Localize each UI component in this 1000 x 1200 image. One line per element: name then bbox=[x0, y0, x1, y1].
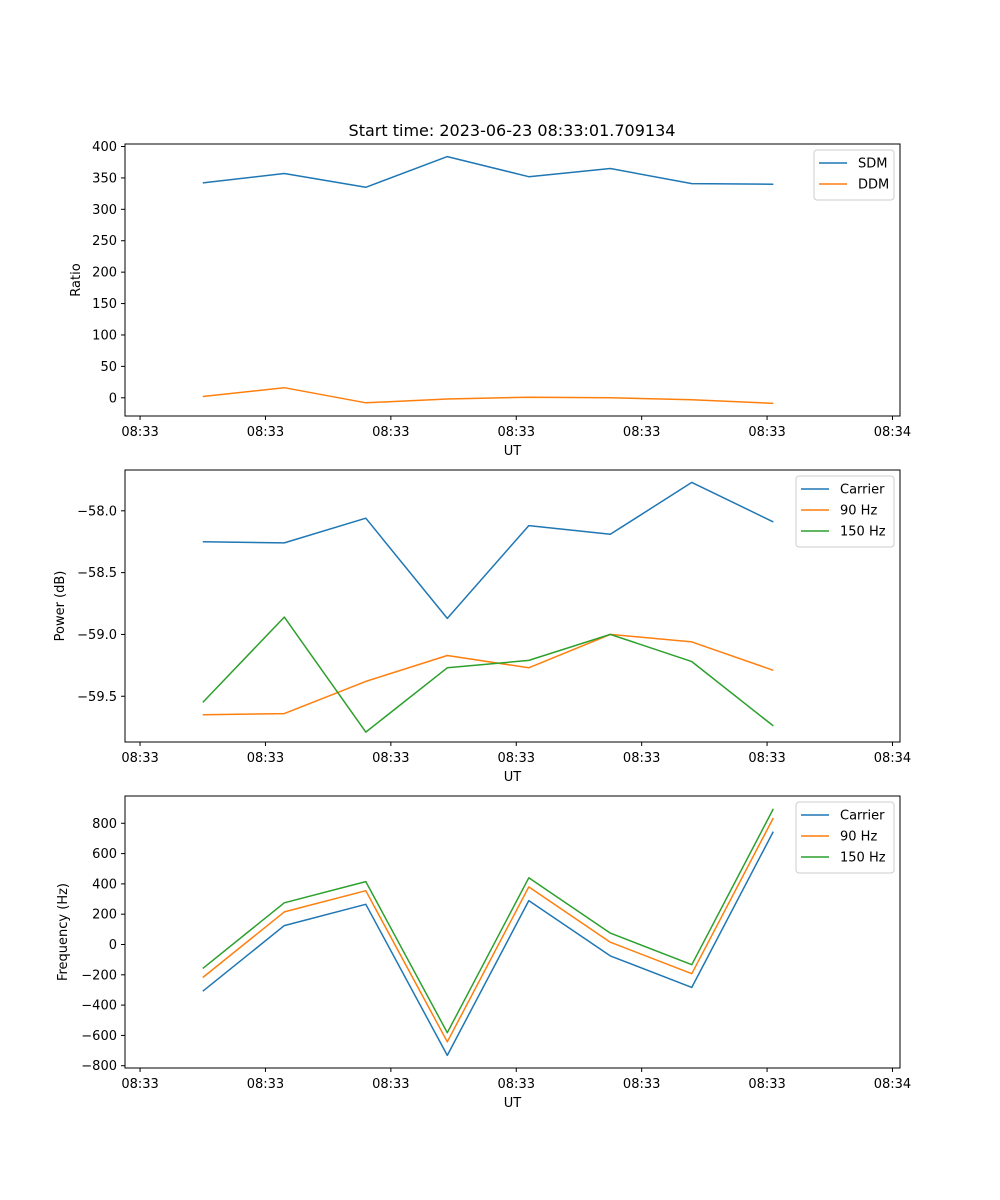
subplot-3: 08:33 08:33 08:33 08:33 08:33 08:33 08:34 UT −80… bbox=[56, 795, 911, 1111]
legend-box bbox=[795, 801, 895, 874]
y-tick-label: −400 bbox=[81, 999, 117, 1014]
subplot-2: 08:33 08:33 08:33 08:33 08:33 08:33 08:34 UT −58… bbox=[53, 469, 911, 785]
y-tick-label: 350 bbox=[92, 171, 117, 186]
series-line-90-hz bbox=[202, 633, 774, 716]
y-tick-label: −200 bbox=[81, 968, 117, 983]
y-axis: −800 −600 −400 −200 0 200 400 600 800 bbox=[81, 817, 125, 1074]
x-tick-label: 08:33 bbox=[372, 425, 409, 440]
x-tick-label: 08:33 bbox=[247, 751, 284, 766]
x-axis-label: UT bbox=[504, 770, 522, 785]
y-tick-label: 400 bbox=[92, 140, 117, 155]
legend-entry: DDM bbox=[858, 178, 889, 193]
subplots: 08:33 08:33 08:33 08:33 08:33 08:33 08:34 UT 0 50… bbox=[53, 140, 911, 1111]
x-tick-label: 08:33 bbox=[498, 425, 535, 440]
y-tick-label: 250 bbox=[92, 234, 117, 249]
legend-entry: Carrier bbox=[840, 483, 885, 498]
series-line-sdm bbox=[202, 155, 774, 189]
series-line-90-hz bbox=[202, 817, 774, 1043]
x-tick-label: 08:33 bbox=[121, 1077, 158, 1092]
y-tick-label: −58.5 bbox=[77, 566, 117, 581]
series-line-150-hz bbox=[202, 616, 774, 733]
legend-entry: SDM bbox=[858, 157, 887, 172]
legend-entry: Carrier bbox=[840, 809, 885, 824]
legend-box bbox=[795, 475, 895, 548]
y-tick-label: 0 bbox=[109, 938, 117, 953]
x-tick-label: 08:33 bbox=[748, 425, 785, 440]
series-lines bbox=[202, 808, 774, 1057]
x-tick-label: 08:33 bbox=[247, 425, 284, 440]
legend: SDM DDM bbox=[813, 149, 895, 201]
x-tick-label: 08:33 bbox=[623, 751, 660, 766]
x-axis: 08:33 08:33 08:33 08:33 08:33 08:33 08:34 bbox=[121, 742, 911, 766]
x-tick-label: 08:33 bbox=[498, 1077, 535, 1092]
x-tick-label: 08:33 bbox=[498, 751, 535, 766]
legend-entry: 150 Hz bbox=[840, 851, 886, 866]
y-axis: −58.0 −58.5 −59.0 −59.5 bbox=[77, 504, 125, 705]
series-line-carrier bbox=[202, 831, 774, 1057]
y-tick-label: −59.0 bbox=[77, 628, 117, 643]
x-axis: 08:33 08:33 08:33 08:33 08:33 08:33 08:34 bbox=[121, 1068, 911, 1092]
x-tick-label: 08:33 bbox=[372, 751, 409, 766]
x-tick-label: 08:33 bbox=[247, 1077, 284, 1092]
series-line-carrier bbox=[202, 481, 774, 620]
y-tick-label: −800 bbox=[81, 1059, 117, 1074]
x-tick-label: 08:33 bbox=[121, 425, 158, 440]
axes-frame bbox=[124, 143, 901, 417]
y-tick-label: 300 bbox=[92, 203, 117, 218]
series-lines bbox=[202, 481, 774, 733]
y-tick-label: 150 bbox=[92, 297, 117, 312]
y-tick-label: −58.0 bbox=[77, 504, 117, 519]
x-axis-label: UT bbox=[504, 1096, 522, 1111]
y-tick-label: 600 bbox=[92, 847, 117, 862]
figure-title: Start time: 2023-06-23 08:33:01.709134 bbox=[349, 121, 676, 140]
y-tick-label: 50 bbox=[100, 360, 117, 375]
x-tick-label: 08:33 bbox=[623, 425, 660, 440]
y-tick-label: 0 bbox=[109, 391, 117, 406]
legend: Carrier 90 Hz 150 Hz bbox=[795, 801, 895, 874]
y-tick-label: −59.5 bbox=[77, 690, 117, 705]
y-tick-label: 200 bbox=[92, 908, 117, 923]
x-tick-label: 08:33 bbox=[748, 1077, 785, 1092]
y-tick-label: 400 bbox=[92, 877, 117, 892]
x-axis-label: UT bbox=[504, 444, 522, 459]
legend-entry: 90 Hz bbox=[840, 504, 877, 519]
legend-entry: 90 Hz bbox=[840, 830, 877, 845]
x-tick-label: 08:33 bbox=[372, 1077, 409, 1092]
axes-frame bbox=[124, 795, 901, 1069]
y-tick-label: 100 bbox=[92, 328, 117, 343]
y-tick-label: −600 bbox=[81, 1029, 117, 1044]
x-tick-label: 08:33 bbox=[121, 751, 158, 766]
x-axis: 08:33 08:33 08:33 08:33 08:33 08:33 08:34 bbox=[121, 416, 911, 440]
legend-entry: 150 Hz bbox=[840, 525, 886, 540]
series-lines bbox=[202, 155, 774, 405]
y-axis-label: Frequency (Hz) bbox=[56, 883, 71, 981]
axes-frame bbox=[124, 469, 901, 743]
x-tick-label: 08:34 bbox=[874, 1077, 911, 1092]
y-tick-label: 200 bbox=[92, 266, 117, 281]
y-axis: 0 50 100 150 200 250 300 350 400 bbox=[92, 140, 125, 406]
series-line-150-hz bbox=[202, 808, 774, 1034]
legend: Carrier 90 Hz 150 Hz bbox=[795, 475, 895, 548]
x-tick-label: 08:34 bbox=[874, 425, 911, 440]
y-axis-label: Ratio bbox=[69, 263, 84, 296]
y-axis-label: Power (dB) bbox=[53, 571, 68, 642]
subplot-1: 08:33 08:33 08:33 08:33 08:33 08:33 08:34 UT 0 50… bbox=[69, 140, 911, 459]
y-tick-label: 800 bbox=[92, 817, 117, 832]
x-tick-label: 08:33 bbox=[623, 1077, 660, 1092]
x-tick-label: 08:33 bbox=[748, 751, 785, 766]
x-tick-label: 08:34 bbox=[874, 751, 911, 766]
series-line-ddm bbox=[202, 386, 774, 405]
